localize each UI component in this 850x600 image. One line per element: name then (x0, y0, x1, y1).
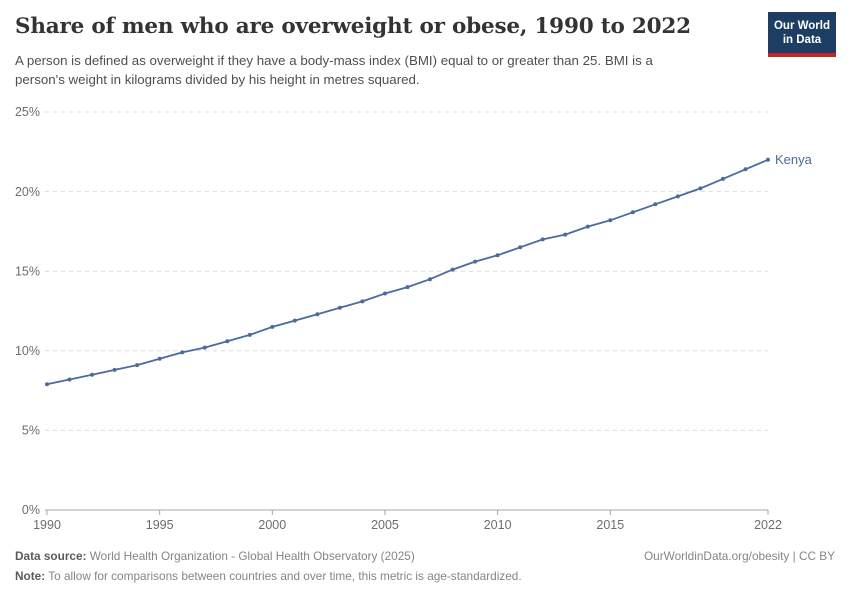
y-tick-label: 25% (15, 105, 40, 119)
data-point-marker[interactable] (405, 285, 410, 290)
x-tick-label: 2015 (596, 518, 624, 532)
series-end-label-kenya[interactable]: Kenya (775, 152, 813, 167)
data-point-marker[interactable] (495, 253, 500, 258)
data-point-marker[interactable] (180, 350, 185, 355)
logo-line1: Our World (773, 20, 830, 32)
data-point-marker[interactable] (518, 245, 523, 250)
data-point-marker[interactable] (743, 167, 748, 172)
data-point-marker[interactable] (292, 318, 297, 323)
note-text: To allow for comparisons between countri… (45, 569, 522, 584)
data-point-marker[interactable] (608, 218, 613, 223)
data-point-marker[interactable] (473, 259, 478, 264)
data-point-marker[interactable] (653, 202, 658, 207)
data-point-marker[interactable] (630, 210, 635, 215)
x-tick-label: 2022 (754, 518, 782, 532)
y-tick-label: 0% (22, 503, 40, 517)
x-tick-label: 2010 (484, 518, 512, 532)
data-point-marker[interactable] (202, 345, 207, 350)
y-tick-label: 10% (15, 344, 40, 358)
data-point-marker[interactable] (360, 299, 365, 304)
x-tick-label: 1990 (33, 518, 61, 532)
data-point-marker[interactable] (135, 363, 140, 368)
data-point-marker[interactable] (337, 305, 342, 310)
data-source-line: Data source: World Health Organization -… (15, 546, 415, 566)
data-source-label: Data source: (15, 549, 87, 563)
y-tick-label: 5% (22, 424, 40, 438)
footer-row-note: Note: To allow for comparisons between c… (15, 566, 835, 586)
data-point-marker[interactable] (585, 224, 590, 229)
note-label: Note: (15, 569, 46, 584)
owid-logo[interactable]: Our World in Data (768, 12, 836, 58)
data-source-text: World Health Organization - Global Healt… (86, 549, 415, 563)
x-tick-label: 2000 (258, 518, 286, 532)
footer-row-source: Data source: World Health Organization -… (15, 546, 835, 566)
data-point-marker[interactable] (270, 324, 275, 329)
data-point-marker[interactable] (720, 176, 725, 181)
data-point-marker[interactable] (540, 237, 545, 242)
data-point-marker[interactable] (225, 339, 230, 344)
data-point-marker[interactable] (428, 277, 432, 282)
y-tick-label: 20% (15, 185, 40, 199)
data-point-marker[interactable] (315, 312, 320, 317)
data-point-marker[interactable] (675, 194, 680, 199)
data-point-marker[interactable] (45, 382, 49, 387)
line-chart-canvas[interactable]: 0% 5% 10% 15% 20% 25% 1990 1995 2000 2005 2010 2015… (0, 92, 850, 544)
data-point-marker[interactable] (90, 372, 95, 377)
logo-line2: in Data (782, 34, 822, 47)
data-point-marker[interactable] (112, 367, 117, 372)
data-point-marker[interactable] (766, 157, 770, 162)
data-point-marker[interactable] (383, 291, 387, 296)
data-point-marker[interactable] (563, 232, 568, 237)
chart-title: Share of men who are overweight or obese… (15, 14, 691, 39)
chart-subtitle: A person is defined as overweight if the… (15, 53, 653, 87)
data-point-marker[interactable] (67, 377, 72, 382)
citation-link[interactable]: OurWorldinData.org/obesity | CC BY (643, 549, 835, 563)
x-tick-label: 1995 (146, 518, 174, 532)
logo-red-bar (768, 53, 836, 58)
data-point-marker[interactable] (247, 332, 252, 337)
x-tick-label: 2005 (371, 518, 399, 532)
data-point-marker[interactable] (450, 267, 455, 272)
y-tick-label: 15% (15, 264, 40, 278)
chart-footer: Data source: World Health Organization -… (15, 546, 835, 586)
data-point-marker[interactable] (698, 186, 703, 191)
data-point-marker[interactable] (157, 356, 162, 361)
